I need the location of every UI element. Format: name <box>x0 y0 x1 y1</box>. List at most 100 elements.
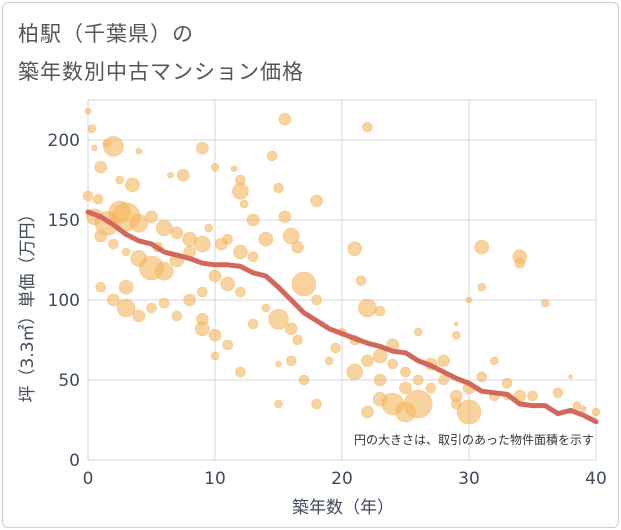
data-point <box>362 121 373 133</box>
data-point <box>413 327 423 337</box>
data-point <box>527 390 538 402</box>
data-point <box>274 399 283 409</box>
trend-line <box>85 209 599 425</box>
data-point <box>92 193 104 205</box>
y-tick-label: 0 <box>69 451 80 471</box>
data-point <box>453 321 459 327</box>
tick-labels: 0 10 20 30 40 0 50 100 150 200 <box>48 131 607 489</box>
bubbles <box>82 107 601 425</box>
data-point <box>278 112 292 126</box>
y-tick-label: 150 <box>48 211 80 231</box>
data-point <box>94 160 107 174</box>
data-point <box>210 162 220 172</box>
data-point <box>233 244 248 260</box>
data-point <box>94 229 107 243</box>
data-point <box>266 150 278 162</box>
data-point <box>197 286 208 298</box>
data-point <box>215 237 228 251</box>
data-point <box>355 275 367 287</box>
data-point <box>358 298 377 318</box>
data-point <box>125 177 140 193</box>
data-point <box>438 374 449 386</box>
data-point <box>451 330 461 340</box>
data-point <box>84 107 92 115</box>
data-point <box>129 213 149 233</box>
data-point <box>121 247 131 257</box>
data-point <box>387 358 399 370</box>
data-point <box>158 297 170 309</box>
y-axis-title: 坪（3.3㎡）単価（万円） <box>18 205 38 402</box>
data-point <box>103 136 124 157</box>
data-point <box>437 354 450 368</box>
x-axis-title: 築年数（年） <box>292 498 394 518</box>
data-point <box>154 261 174 281</box>
chart-title-line1: 柏駅（千葉県）の <box>18 22 194 46</box>
x-tick-label: 20 <box>331 469 353 489</box>
data-point <box>208 269 222 283</box>
data-point <box>465 296 473 304</box>
data-point <box>291 271 317 297</box>
data-point <box>230 165 238 173</box>
data-point <box>474 239 490 255</box>
data-point <box>261 303 271 313</box>
data-point <box>292 334 303 346</box>
data-point <box>204 223 213 233</box>
data-point <box>572 401 582 410</box>
data-point <box>291 240 304 254</box>
trend-line-group <box>85 209 599 425</box>
data-point <box>246 213 260 227</box>
chart-title-line2: 築年数別中古マンション価格 <box>18 60 304 84</box>
data-point <box>347 241 363 257</box>
data-point <box>330 342 341 354</box>
data-point <box>284 322 298 336</box>
data-point <box>232 182 249 200</box>
data-point <box>82 190 94 202</box>
data-point <box>194 235 211 253</box>
data-point <box>183 293 196 307</box>
data-point <box>239 199 249 209</box>
data-point <box>258 231 274 247</box>
data-point <box>514 257 526 269</box>
data-point <box>591 407 601 417</box>
data-point <box>403 389 433 419</box>
x-tick-label: 0 <box>83 469 94 489</box>
data-point <box>208 328 222 342</box>
data-point <box>273 182 284 194</box>
data-point <box>346 363 364 381</box>
data-point <box>235 286 246 298</box>
data-point <box>135 147 143 155</box>
data-point <box>373 373 387 387</box>
y-tick-label: 50 <box>58 371 80 391</box>
data-point <box>95 281 106 293</box>
data-point <box>310 194 323 208</box>
data-point <box>298 374 310 386</box>
data-point <box>501 377 513 389</box>
data-point <box>412 374 424 386</box>
data-point <box>247 318 259 330</box>
data-point <box>285 355 297 367</box>
data-point <box>115 175 125 185</box>
data-point <box>456 399 482 425</box>
data-point <box>278 210 292 224</box>
data-point <box>275 360 282 368</box>
data-point <box>222 339 233 351</box>
data-point <box>210 351 220 361</box>
data-point <box>107 293 120 307</box>
data-point <box>425 382 437 394</box>
data-point <box>195 321 210 337</box>
grid-lines <box>87 99 597 461</box>
data-point <box>311 294 322 306</box>
data-point <box>87 124 97 134</box>
data-point <box>568 374 573 380</box>
y-tick-label: 100 <box>48 291 80 311</box>
data-point <box>324 356 334 366</box>
data-point <box>282 227 300 245</box>
data-point <box>540 298 550 308</box>
bubble-size-note: 円の大きさは、取引のあった物件面積を示す <box>354 432 594 447</box>
data-point <box>132 309 146 323</box>
data-point <box>170 226 184 240</box>
data-point <box>400 366 411 378</box>
y-tick-label: 200 <box>48 131 80 151</box>
data-point <box>490 356 499 366</box>
